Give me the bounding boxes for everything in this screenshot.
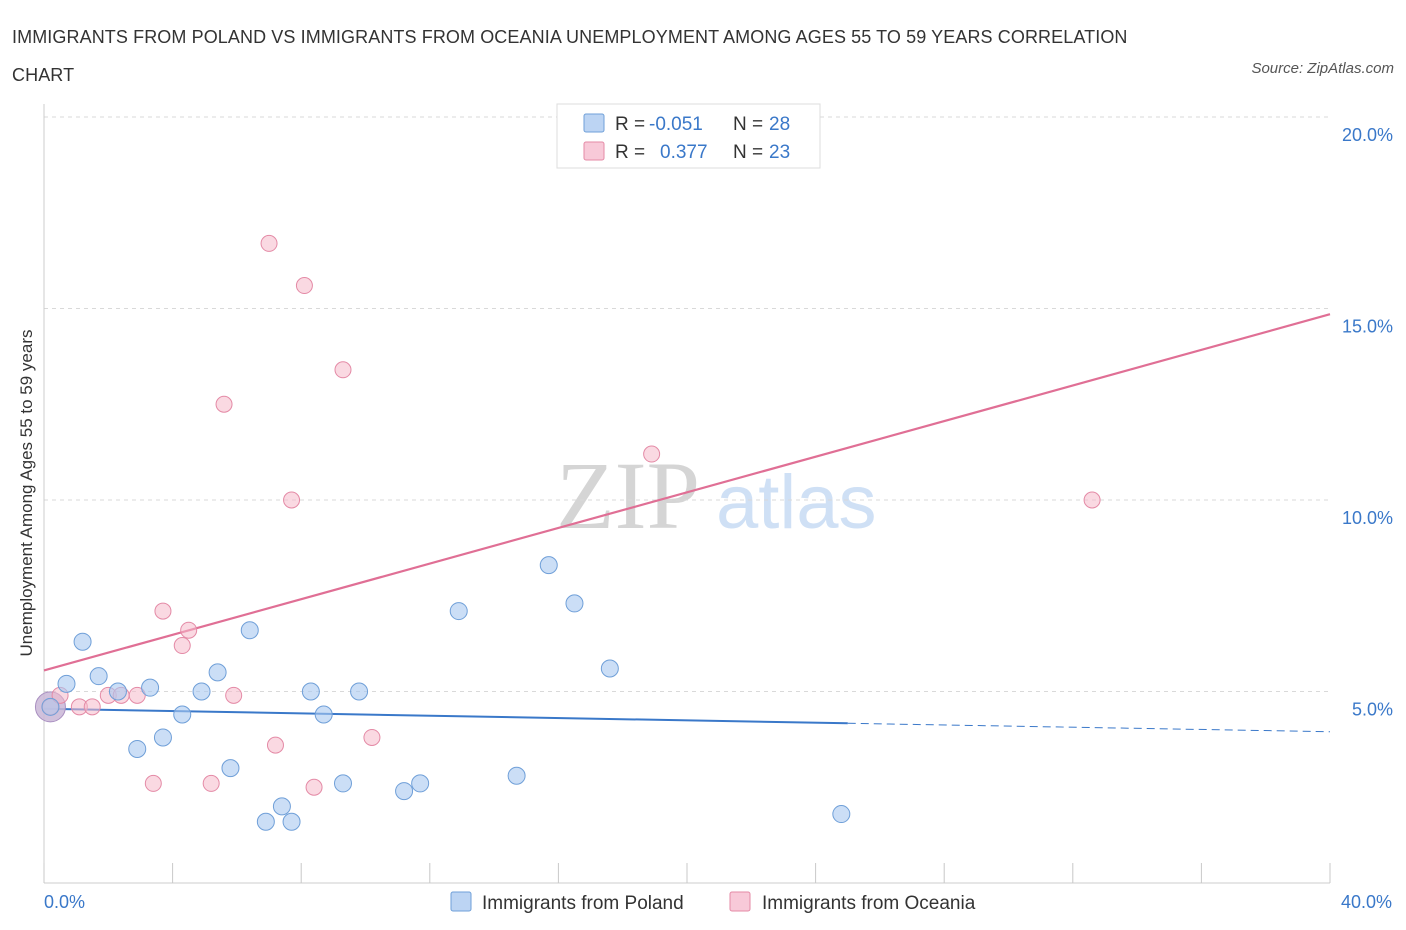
data-point-poland (350, 682, 369, 701)
data-point-oceania (1083, 491, 1101, 509)
watermark-atlas: atlas (716, 460, 877, 545)
legend-r-label-oceania: R = (615, 142, 645, 163)
data-point-poland (832, 805, 851, 824)
legend-n-value-oceania: 23 (769, 142, 790, 163)
y-axis-label: Unemployment Among Ages 55 to 59 years (17, 330, 36, 657)
y-tick-labels: 5.0% 10.0% 15.0% 20.0% (1342, 125, 1393, 720)
data-point-poland (73, 632, 92, 651)
data-point-poland (395, 782, 414, 801)
data-point-oceania (363, 728, 381, 746)
y-tick-label: 15.0% (1342, 317, 1393, 337)
data-point-oceania (260, 234, 278, 252)
x-tick-label-min: 0.0% (44, 892, 85, 912)
data-point-poland (173, 705, 192, 724)
y-tick-label: 20.0% (1342, 125, 1393, 145)
legend-r-label-poland: R = (615, 114, 645, 135)
chart-title: IMMIGRANTS FROM POLAND VS IMMIGRANTS FRO… (12, 27, 1128, 85)
data-point-poland (333, 774, 352, 793)
data-point-oceania (225, 686, 243, 704)
data-point-poland (108, 682, 127, 701)
data-point-poland (282, 812, 301, 831)
data-point-oceania (643, 445, 661, 463)
data-point-poland (411, 774, 430, 793)
data-point-poland (221, 759, 240, 778)
bottom-legend-swatch-poland (450, 891, 472, 912)
x-tick-label-max: 40.0% (1341, 892, 1392, 912)
legend-swatch-poland (583, 113, 605, 133)
data-point-oceania (295, 277, 313, 295)
data-point-oceania (128, 686, 146, 704)
data-point-poland (141, 678, 160, 697)
data-point-poland (600, 659, 619, 678)
y-tick-label: 10.0% (1342, 508, 1393, 528)
trend-line-oceania (43, 313, 1331, 672)
data-point-oceania (180, 621, 198, 639)
data-point-poland (153, 728, 172, 747)
data-point-oceania (173, 637, 191, 655)
source-label: Source: ZipAtlas.com (1251, 60, 1394, 77)
data-point-poland (301, 682, 320, 701)
data-point-oceania (334, 361, 352, 379)
data-point-poland (240, 621, 259, 640)
data-point-poland (57, 674, 76, 693)
data-point-poland (314, 705, 333, 724)
data-point-oceania (144, 774, 162, 792)
legend-n-value-poland: 28 (769, 114, 790, 135)
data-points (34, 234, 1101, 831)
data-point-poland (128, 739, 147, 758)
data-point-poland (449, 602, 468, 621)
bottom-legend-swatch-oceania (729, 891, 751, 912)
data-point-oceania (305, 778, 323, 796)
data-point-oceania (266, 736, 284, 754)
legend-r-value-oceania: 0.377 (660, 142, 708, 163)
trend-line-poland-extension (847, 722, 1331, 733)
data-point-oceania (215, 395, 233, 413)
data-point-oceania (202, 774, 220, 792)
data-point-oceania (283, 491, 301, 509)
data-point-poland (539, 556, 558, 575)
y-tick-label: 5.0% (1352, 700, 1393, 720)
x-tick-marks (43, 863, 1331, 883)
data-point-poland (256, 812, 275, 831)
data-point-poland (89, 667, 108, 686)
data-point-poland (565, 594, 584, 613)
bottom-legend-label-poland: Immigrants from Poland (482, 893, 684, 914)
legend-swatch-oceania (583, 141, 605, 161)
trend-line-poland (43, 707, 848, 725)
data-point-poland (41, 697, 60, 716)
data-point-poland (507, 766, 526, 785)
data-point-poland (192, 682, 211, 701)
legend-n-label-poland: N = (733, 114, 763, 135)
data-point-poland (272, 797, 291, 816)
legend-n-label-oceania: N = (733, 142, 763, 163)
bottom-legend-label-oceania: Immigrants from Oceania (762, 893, 976, 914)
data-point-oceania (83, 698, 101, 716)
correlation-legend: R = -0.051 N = 28 R = 0.377 N = 23 (556, 103, 821, 169)
gridlines (44, 116, 1330, 692)
legend-r-value-poland: -0.051 (649, 114, 703, 135)
data-point-oceania (154, 602, 172, 620)
data-point-poland (208, 663, 227, 682)
series-legend: Immigrants from Poland Immigrants from O… (450, 891, 976, 914)
